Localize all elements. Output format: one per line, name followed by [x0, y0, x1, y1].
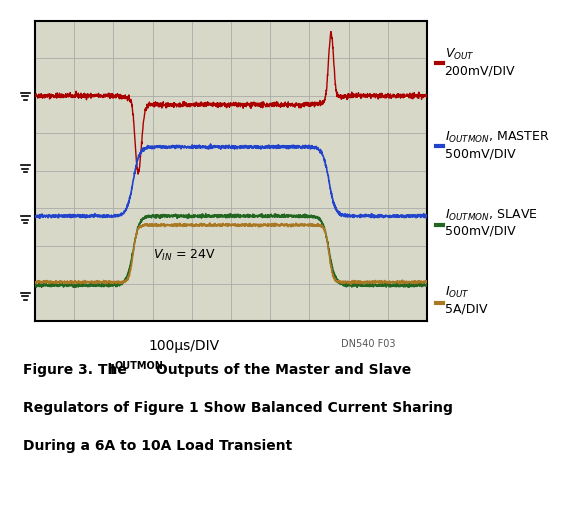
- Text: 100μs/DIV: 100μs/DIV: [149, 339, 219, 353]
- Text: Outputs of the Master and Slave: Outputs of the Master and Slave: [151, 363, 411, 377]
- Text: During a 6A to 10A Load Transient: During a 6A to 10A Load Transient: [23, 439, 292, 453]
- Text: $I_{OUTMON}$, SLAVE
500mV/DIV: $I_{OUTMON}$, SLAVE 500mV/DIV: [445, 208, 537, 238]
- Text: Figure 3. The: Figure 3. The: [23, 363, 132, 377]
- Text: OUTMON: OUTMON: [115, 361, 164, 371]
- Text: DN540 F03: DN540 F03: [341, 339, 395, 349]
- Text: $I_{OUTMON}$, MASTER
500mV/DIV: $I_{OUTMON}$, MASTER 500mV/DIV: [445, 130, 549, 160]
- Text: $I_{OUT}$
5A/DIV: $I_{OUT}$ 5A/DIV: [445, 285, 487, 315]
- Text: Regulators of Figure 1 Show Balanced Current Sharing: Regulators of Figure 1 Show Balanced Cur…: [23, 401, 453, 415]
- Text: $V_{IN}$ = 24V: $V_{IN}$ = 24V: [153, 248, 215, 263]
- Text: I: I: [110, 363, 115, 377]
- Text: $V_{OUT}$
200mV/DIV: $V_{OUT}$ 200mV/DIV: [445, 47, 515, 77]
